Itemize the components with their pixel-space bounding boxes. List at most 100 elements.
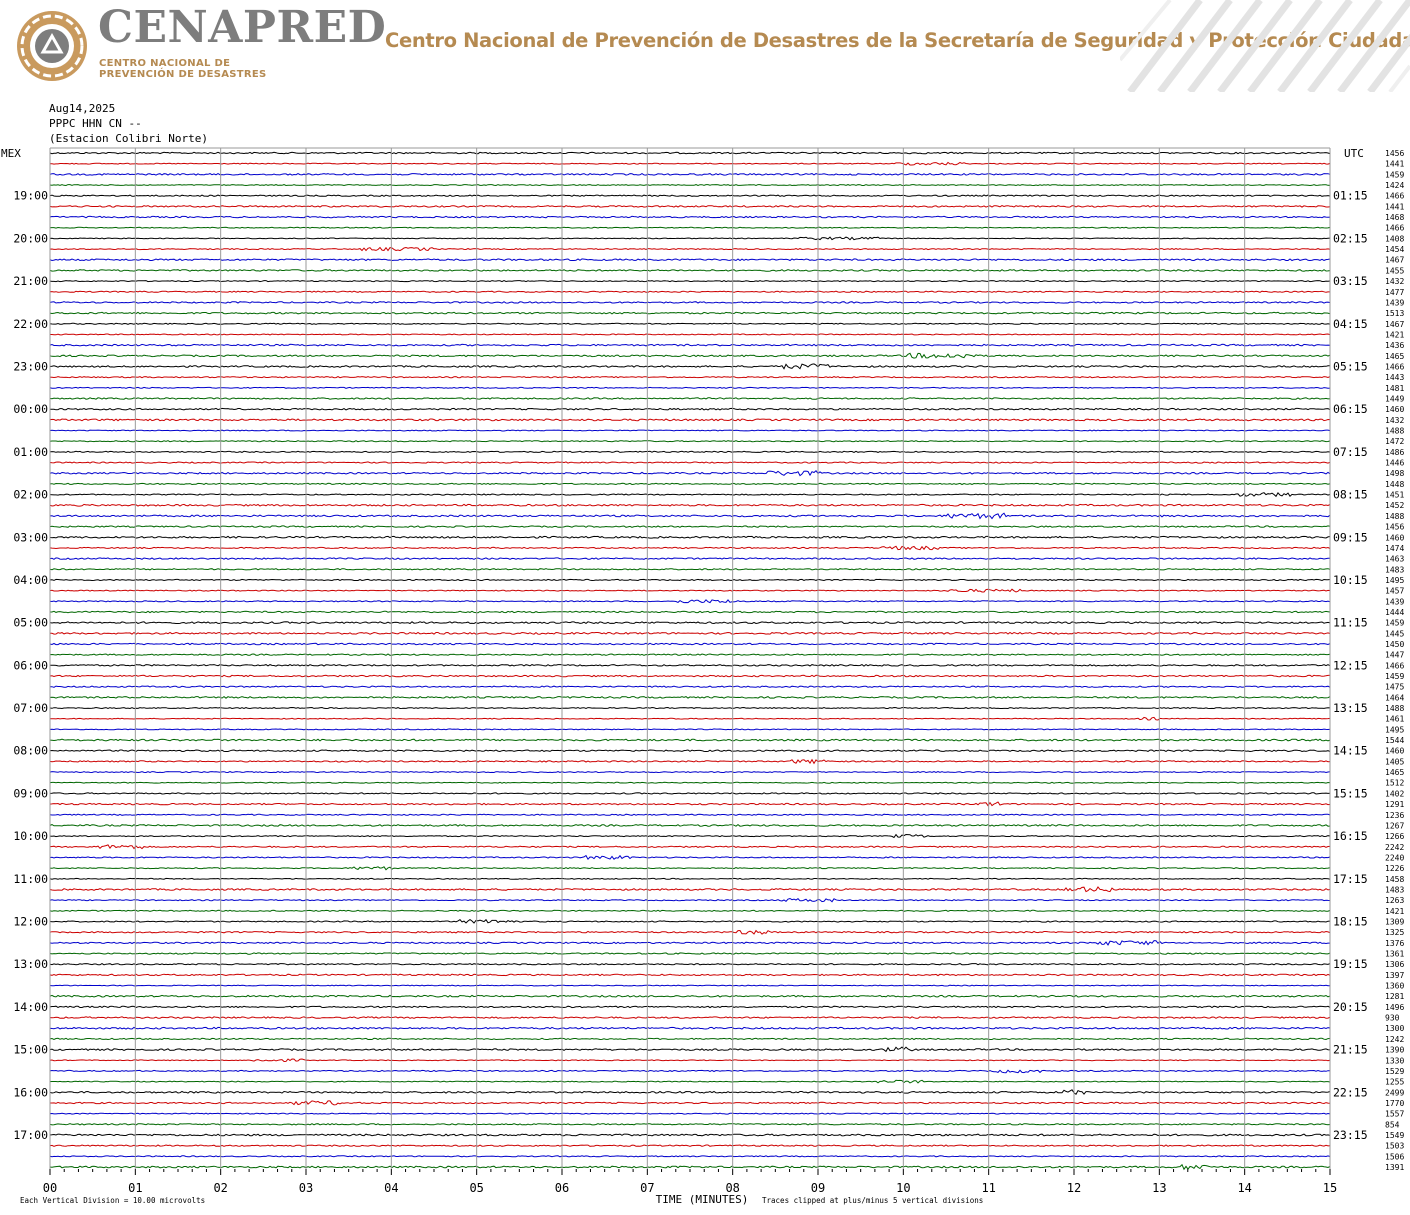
- seismic-trace: [49, 771, 1331, 774]
- left-hour-label: 07:00: [13, 701, 48, 715]
- seismic-trace: [49, 918, 1331, 924]
- trace-value-label: 1376: [1385, 939, 1404, 948]
- seismic-trace: [49, 886, 1331, 893]
- trace-value-label: 1451: [1385, 491, 1404, 500]
- right-hour-label: 19:15: [1333, 957, 1368, 971]
- seismic-trace: [49, 226, 1331, 229]
- trace-value-label: 1459: [1385, 170, 1404, 179]
- right-hour-label: 02:15: [1333, 231, 1368, 245]
- trace-value-label: 1432: [1385, 277, 1404, 286]
- trace-value-label: 1498: [1385, 469, 1404, 478]
- trace-value-label: 1456: [1385, 523, 1404, 532]
- left-hour-label: 05:00: [13, 616, 48, 630]
- trace-value-label: 1503: [1385, 1142, 1404, 1151]
- right-hour-label: 04:15: [1333, 317, 1368, 331]
- left-hour-label: 03:00: [13, 530, 48, 544]
- left-hour-label: 15:00: [13, 1043, 48, 1057]
- seismic-trace: [49, 1079, 1331, 1084]
- right-hour-label: 13:15: [1333, 701, 1368, 715]
- seismic-trace: [49, 897, 1331, 903]
- right-hour-label: 12:15: [1333, 658, 1368, 672]
- seismic-trace: [50, 631, 1331, 635]
- seismic-trace: [49, 461, 1331, 464]
- seismic-trace: [49, 663, 1331, 667]
- x-axis-label: TIME (MINUTES): [656, 1193, 749, 1206]
- trace-value-label: 930: [1385, 1014, 1400, 1023]
- trace-value-label: 1361: [1385, 950, 1404, 959]
- x-tick-label: 03: [299, 1181, 313, 1195]
- trace-value-label: 2240: [1385, 853, 1404, 862]
- trace-value-label: 1455: [1385, 266, 1404, 275]
- channel-code: PPPC HHN CN --: [49, 117, 142, 130]
- station-name: (Estacion Colibri Norte): [49, 132, 208, 145]
- seismic-trace: [49, 706, 1331, 710]
- trace-value-label: 1325: [1385, 928, 1404, 937]
- trace-value-label: 1544: [1385, 736, 1404, 745]
- seismic-trace: [49, 1069, 1330, 1074]
- left-hour-label: 20:00: [13, 231, 48, 245]
- seismic-trace: [49, 525, 1331, 528]
- seismic-trace: [49, 844, 1331, 850]
- seismic-trace: [49, 151, 1331, 155]
- seismic-trace: [49, 343, 1331, 347]
- seismic-trace: [49, 503, 1331, 507]
- trace-value-label: 1465: [1385, 768, 1404, 777]
- trace-value-label: 1360: [1385, 982, 1404, 991]
- trace-value-label: 1495: [1385, 576, 1404, 585]
- trace-value-label: 1454: [1385, 245, 1404, 254]
- right-hour-label: 06:15: [1333, 402, 1368, 416]
- x-tick-label: 10: [896, 1181, 910, 1195]
- trace-value-label: 2242: [1385, 843, 1404, 852]
- seismic-trace: [49, 599, 1331, 604]
- trace-value-label: 1770: [1385, 1099, 1404, 1108]
- seismic-trace: [49, 963, 1331, 966]
- seismic-trace: [49, 929, 1331, 935]
- trace-value-label: 1448: [1385, 480, 1404, 489]
- header-banner: CENAPRED CENTRO NACIONAL DE PREVENCIÓN D…: [0, 0, 1410, 92]
- right-hour-label: 22:15: [1333, 1085, 1368, 1099]
- seismic-trace: [49, 352, 1331, 359]
- x-tick-label: 05: [469, 1181, 483, 1195]
- seismic-trace: [50, 333, 1331, 336]
- seismic-trace: [49, 952, 1331, 955]
- trace-value-label: 1309: [1385, 918, 1404, 927]
- right-hour-label: 01:15: [1333, 189, 1368, 203]
- seismic-trace: [49, 545, 1331, 551]
- left-hour-label: 10:00: [13, 829, 48, 843]
- seismic-trace: [49, 994, 1331, 998]
- seismic-trace: [49, 801, 1331, 807]
- trace-value-label: 1464: [1385, 693, 1404, 702]
- trace-value-label: 1461: [1385, 715, 1404, 724]
- right-hour-label: 18:15: [1333, 915, 1368, 929]
- x-tick-label: 08: [725, 1181, 739, 1195]
- left-hour-label: 17:00: [13, 1128, 48, 1142]
- seismic-trace: [49, 301, 1331, 304]
- seismic-trace: [49, 568, 1331, 571]
- right-hour-label: 14:15: [1333, 744, 1368, 758]
- trace-value-label: 1402: [1385, 789, 1404, 798]
- trace-value-label: 1529: [1385, 1067, 1404, 1076]
- trace-value-label: 1496: [1385, 1003, 1404, 1012]
- record-date: Aug14,2025: [49, 102, 116, 115]
- clipping-note: Traces clipped at plus/minus 5 vertical …: [762, 1196, 983, 1205]
- trace-value-label: 1459: [1385, 619, 1404, 628]
- trace-value-label: 1436: [1385, 341, 1404, 350]
- trace-value-label: 2499: [1385, 1088, 1404, 1097]
- trace-value-label: 1421: [1385, 330, 1404, 339]
- trace-value-label: 1474: [1385, 544, 1404, 553]
- seismic-trace: [49, 290, 1330, 293]
- seismic-trace: [49, 172, 1331, 176]
- seismic-trace: [49, 588, 1331, 593]
- trace-value-label: 1300: [1385, 1024, 1404, 1033]
- seismic-trace: [49, 215, 1331, 219]
- trace-value-label: 1463: [1385, 555, 1404, 564]
- trace-value-label: 1457: [1385, 587, 1404, 596]
- seismic-trace: [49, 758, 1331, 765]
- left-axis-title: MEX: [1, 147, 21, 160]
- trace-value-label: 1390: [1385, 1046, 1404, 1055]
- trace-value-label: 1460: [1385, 405, 1404, 414]
- seismic-trace: [49, 973, 1331, 977]
- seismic-trace: [49, 833, 1331, 839]
- trace-value-label: 1421: [1385, 907, 1404, 916]
- trace-value-label: 1483: [1385, 885, 1404, 894]
